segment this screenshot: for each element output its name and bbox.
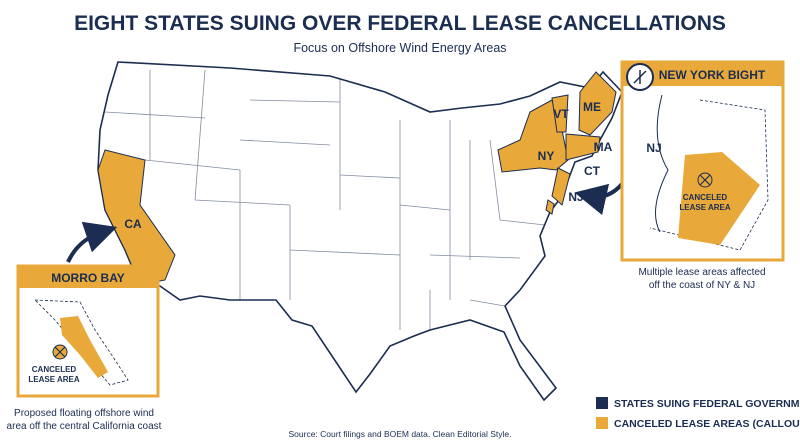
state-ma-ct — [565, 133, 601, 161]
state-label: NJ — [646, 141, 661, 155]
state-label: MA — [594, 140, 613, 154]
area-label: LEASE AREA — [679, 203, 730, 212]
state-label: ME — [583, 100, 601, 114]
state-label: CA — [124, 217, 142, 231]
legend-swatch — [596, 397, 608, 409]
state-me — [578, 71, 617, 136]
title: EIGHT STATES SUING OVER FEDERAL LEASE CA… — [74, 12, 726, 35]
subtitle: Focus on Offshore Wind Energy Areas — [293, 41, 506, 55]
legend-label: STATES SUING FEDERAL GOVERNMENT — [614, 398, 800, 410]
suing-states — [97, 71, 617, 286]
state-nj — [551, 167, 571, 206]
state-vt — [551, 94, 569, 133]
callout-title: NEW YORK BIGHT — [659, 68, 766, 82]
state-label: VT — [553, 107, 569, 121]
state-de — [545, 199, 555, 215]
source: Source: Court filings and BOEM data. Cle… — [289, 429, 512, 439]
legend-label: CANCELED LEASE AREAS (CALLOUTS) — [614, 418, 800, 430]
area-label: CANCELED — [683, 193, 728, 202]
callout-title: MORRO BAY — [51, 271, 125, 285]
state-label: NY — [538, 149, 555, 163]
callout-ny-bight: NEW YORK BIGHT NJ CANCELED LEASE AREA — [620, 60, 785, 262]
legend-swatch — [596, 417, 608, 429]
state-ny — [497, 99, 569, 173]
state-label: NJ — [568, 190, 583, 204]
arrow — [66, 221, 118, 263]
area-label: CANCELED — [32, 365, 77, 374]
caption: Multiple lease areas affected — [638, 267, 765, 278]
caption: off the coast of NY & NJ — [649, 280, 755, 291]
arrow — [574, 182, 624, 216]
caption: area off the central California coast — [7, 421, 162, 432]
caption: Proposed floating offshore wind — [14, 408, 154, 419]
state-borders — [104, 69, 546, 330]
state-label: CT — [584, 164, 601, 178]
area-label: LEASE AREA — [28, 375, 79, 384]
callout-morro-bay: MORRO BAY CANCELED LEASE AREA — [16, 264, 160, 398]
